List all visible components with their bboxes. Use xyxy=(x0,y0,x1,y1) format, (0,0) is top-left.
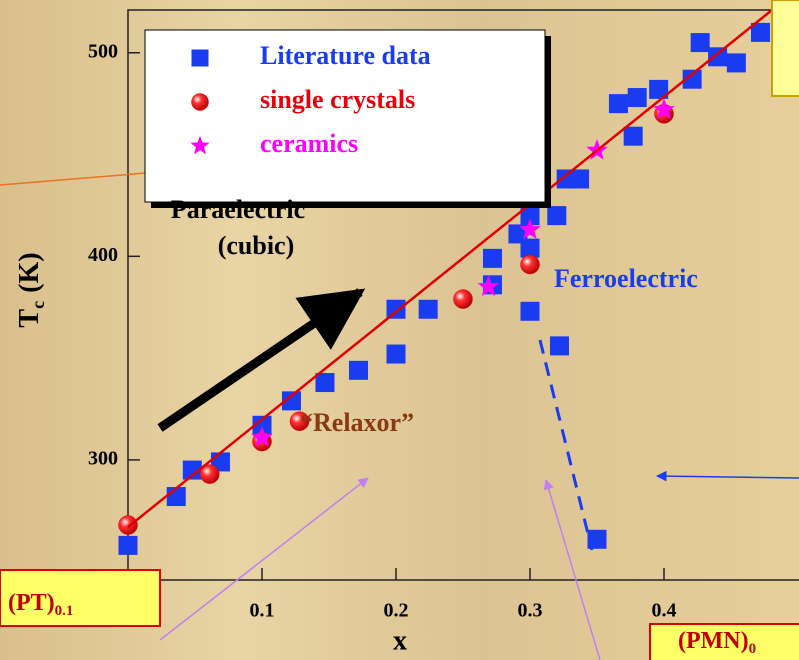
y-label-sub: c xyxy=(28,301,48,309)
label-box xyxy=(0,569,161,627)
y-label-main: T xyxy=(14,309,45,328)
square-marker xyxy=(520,238,540,258)
square-marker xyxy=(315,373,335,393)
star-marker xyxy=(477,275,500,297)
square-marker xyxy=(649,79,669,99)
square-marker xyxy=(482,248,502,268)
x-tick-label: 0.3 xyxy=(518,600,543,622)
square-marker xyxy=(750,22,770,42)
star-marker xyxy=(653,98,675,119)
x-axis-label: x xyxy=(393,625,407,656)
star-marker xyxy=(190,135,210,155)
star-marker xyxy=(519,218,541,240)
box-main: (PMN) xyxy=(678,628,749,654)
square-marker xyxy=(570,169,590,189)
legend xyxy=(144,29,546,203)
circle-marker xyxy=(118,515,138,535)
square-marker xyxy=(118,535,138,555)
arrow xyxy=(159,477,369,641)
y-axis-label: Tc (K) xyxy=(14,252,48,327)
x-tick-label: 0.4 xyxy=(652,600,677,622)
box-label: (PT)0.1 xyxy=(8,590,73,620)
square-marker xyxy=(182,460,202,480)
x-tick-label: 0.2 xyxy=(384,600,409,622)
arrow xyxy=(0,167,160,186)
square-marker xyxy=(386,344,406,364)
square-marker xyxy=(252,415,272,435)
square-marker xyxy=(690,33,710,53)
circle-marker xyxy=(199,464,220,484)
square-marker xyxy=(281,391,301,411)
square-marker xyxy=(549,336,569,356)
square-marker xyxy=(520,301,540,321)
arrow xyxy=(655,470,799,482)
annotation: (cubic) xyxy=(218,231,295,260)
box-main: (PT) xyxy=(8,590,55,616)
square-marker xyxy=(682,69,702,89)
fit-line xyxy=(127,9,773,528)
y-tick-label: 300 xyxy=(88,447,118,469)
square-marker xyxy=(418,299,438,319)
y-label-unit: (K) xyxy=(14,252,45,292)
circle-marker xyxy=(289,411,310,431)
annotation: “Relaxor” xyxy=(300,408,414,437)
square-marker xyxy=(587,529,607,549)
y-tick-label: 400 xyxy=(88,244,118,266)
x-tick-label: 0.1 xyxy=(250,600,275,622)
annotation: Ferroelectric xyxy=(554,264,698,293)
label-box xyxy=(771,0,799,97)
legend-label: Literature data xyxy=(260,41,431,70)
square-marker xyxy=(547,206,567,226)
label-box xyxy=(649,623,799,660)
legend-label: ceramics xyxy=(260,129,358,158)
plot-frame xyxy=(127,9,799,581)
circle-marker xyxy=(453,289,473,309)
square-marker xyxy=(608,94,628,114)
legend-label: single crystals xyxy=(260,85,415,114)
arrow xyxy=(543,478,601,660)
square-marker xyxy=(348,360,368,380)
square-marker xyxy=(623,126,643,146)
square-marker xyxy=(386,299,406,319)
circle-marker xyxy=(520,254,540,275)
y-tick-label: 500 xyxy=(88,40,118,62)
arrow xyxy=(157,288,366,432)
boundary-line xyxy=(538,339,594,551)
square-marker xyxy=(166,487,186,507)
box-sub: 0 xyxy=(749,641,757,657)
square-marker xyxy=(191,49,209,67)
square-marker xyxy=(520,206,540,226)
box-sub: 0.1 xyxy=(55,603,74,619)
circle-marker xyxy=(191,93,209,111)
square-marker xyxy=(708,47,728,67)
annotation: Paraelectric xyxy=(171,195,305,224)
box-label: (PMN)0 xyxy=(678,628,756,658)
square-marker xyxy=(726,53,746,73)
star-marker xyxy=(251,426,273,447)
square-marker xyxy=(627,88,647,108)
